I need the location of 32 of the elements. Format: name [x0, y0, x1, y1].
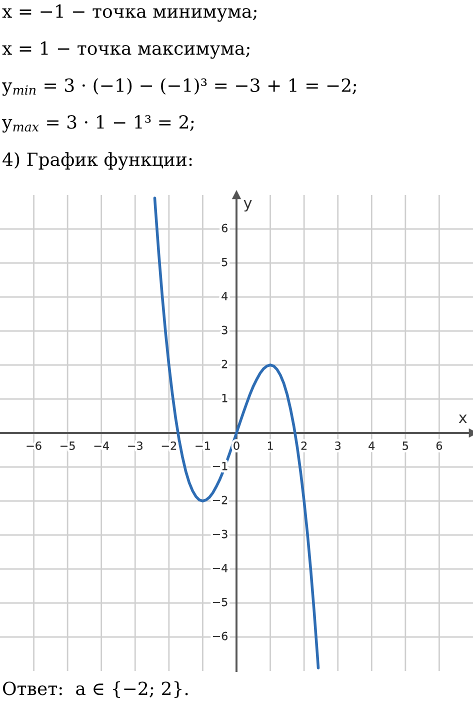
x-tick-label: −5: [60, 442, 75, 450]
y-tick-label: 1: [222, 394, 228, 402]
x-tick-label: 3: [335, 442, 340, 450]
x-tick-label: 2: [301, 442, 306, 450]
line-series: [153, 196, 320, 670]
x-tick-label: −6: [26, 442, 42, 450]
x-tick-label: −4: [94, 442, 109, 450]
x-tick-label: −3: [128, 442, 142, 450]
y-tick-label: −5: [212, 598, 228, 606]
x-tick-label: 6: [436, 442, 442, 450]
y-tick-label: −3: [212, 530, 228, 538]
y-tick-label: 6: [222, 224, 228, 232]
chart-title: 4) График функции:: [2, 152, 192, 170]
y-tick-label: 3: [222, 326, 228, 334]
y-axis-title: y: [244, 200, 252, 212]
x-tick-label: −2: [162, 442, 176, 450]
y-tick-label: −6: [212, 632, 228, 640]
y-tick-label: 4: [222, 292, 228, 300]
x-tick-label: 4: [368, 442, 375, 450]
x-tick-label: −1: [196, 442, 210, 450]
y-tick-label: 5: [222, 258, 228, 266]
text: y$_{min}$ = 3 · (−1) − (−1)³ = −3 + 1 = −2;: [2, 78, 356, 96]
y-tick-label: −4: [212, 564, 228, 572]
x-tick-label: 1: [268, 442, 273, 450]
text: y$_{max}$ = 3 · 1 − 1³ = 2;: [2, 115, 194, 133]
x-axis-title: x: [458, 414, 467, 424]
y-tick-label: 2: [222, 360, 228, 368]
y-tick-label: −2: [212, 496, 228, 504]
x-tick-label: 5: [402, 442, 408, 450]
text: x = 1 − точка максимума;: [2, 41, 250, 59]
text: x = −1 − точка минимума;: [2, 4, 256, 22]
text: Ответ: a ∈ {−2; 2}.: [3, 681, 188, 698]
